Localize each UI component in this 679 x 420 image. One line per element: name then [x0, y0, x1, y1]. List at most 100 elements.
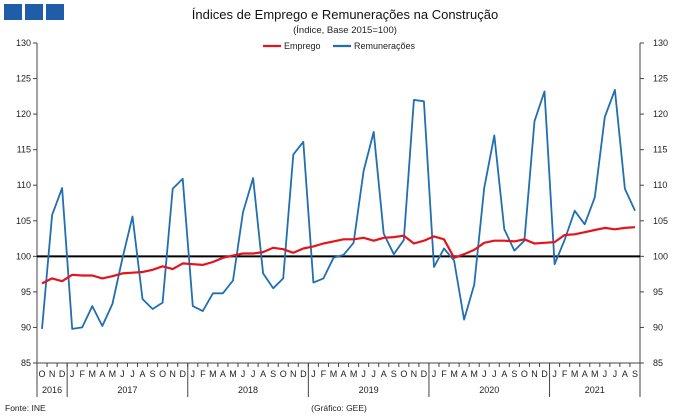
x-year-label: 2020	[479, 385, 499, 395]
x-month-label: M	[330, 369, 338, 379]
x-month-label: J	[552, 369, 557, 379]
chart-title: Índices de Emprego e Remunerações na Con…	[192, 7, 498, 22]
logo-block-2	[25, 4, 43, 20]
x-month-label: D	[541, 369, 548, 379]
x-month-label: J	[482, 369, 487, 379]
x-month-label: A	[461, 369, 467, 379]
x-month-label: O	[159, 369, 166, 379]
y-tick-label-right: 110	[653, 180, 667, 190]
x-month-label: M	[350, 369, 358, 379]
y-tick-label-right: 95	[653, 287, 663, 297]
y-tick-label-left: 130	[16, 38, 31, 48]
series-line-remuneracoes	[41, 89, 636, 330]
x-month-label: O	[39, 369, 46, 379]
x-year-label: 2018	[238, 385, 258, 395]
x-month-label: N	[169, 369, 176, 379]
x-month-label: F	[79, 369, 85, 379]
x-month-label: S	[632, 369, 638, 379]
x-month-label: A	[140, 369, 146, 379]
x-month-label: A	[622, 369, 628, 379]
y-tick-label-left: 105	[16, 216, 31, 226]
x-month-label: N	[290, 369, 297, 379]
x-month-label: S	[150, 369, 156, 379]
x-month-label: J	[251, 369, 256, 379]
x-year-label: 2019	[359, 385, 379, 395]
y-tick-label-right: 130	[653, 38, 668, 48]
x-month-label: N	[411, 369, 418, 379]
y-tick-label-right: 105	[653, 216, 668, 226]
x-month-label: O	[521, 369, 528, 379]
y-tick-label-left: 120	[16, 109, 31, 119]
footer-credit: (Gráfico: GEE)	[311, 403, 367, 413]
y-tick-label-left: 115	[17, 145, 31, 155]
x-month-label: N	[49, 369, 56, 379]
x-month-label: S	[511, 369, 517, 379]
y-tick-label-right: 85	[653, 358, 663, 368]
x-month-label: A	[341, 369, 347, 379]
y-tick-label-right: 115	[653, 145, 667, 155]
y-tick-label-right: 125	[653, 74, 668, 84]
x-month-label: M	[591, 369, 599, 379]
y-tick-label-left: 110	[17, 180, 31, 190]
x-month-label: M	[89, 369, 97, 379]
x-month-label: F	[200, 369, 206, 379]
x-month-label: S	[270, 369, 276, 379]
legend-label-remuneracoes: Remunerações	[354, 41, 416, 51]
y-tick-label-left: 125	[16, 74, 31, 84]
plot-area: 85 85 90 90 95 95 100 100 105 105 110 110 115 115 120 1…	[16, 38, 668, 397]
x-month-label: M	[450, 369, 458, 379]
x-month-label: D	[300, 369, 307, 379]
y-tick-label-left: 95	[21, 287, 31, 297]
x-month-label: J	[613, 369, 618, 379]
footer-source: Fonte: INE	[5, 403, 46, 413]
x-month-label: J	[130, 369, 135, 379]
x-month-label: J	[432, 369, 437, 379]
logo-block-1	[4, 4, 22, 20]
x-month-label: F	[321, 369, 327, 379]
x-month-label: M	[109, 369, 117, 379]
x-month-label: M	[209, 369, 217, 379]
y-tick-label-left: 85	[21, 358, 31, 368]
x-month-label: O	[400, 369, 407, 379]
x-month-label: A	[381, 369, 387, 379]
x-month-label: A	[99, 369, 105, 379]
x-month-label: M	[470, 369, 478, 379]
chart-subtitle: (Índice, Base 2015=100)	[293, 25, 397, 36]
x-month-label: D	[421, 369, 428, 379]
x-year-label: 2016	[42, 385, 62, 395]
x-month-label: F	[441, 369, 447, 379]
y-tick-label-left: 100	[16, 251, 31, 261]
gee-logo	[4, 4, 64, 20]
x-month-label: J	[492, 369, 497, 379]
x-month-label: A	[220, 369, 226, 379]
x-month-label: A	[582, 369, 588, 379]
x-month-label: M	[571, 369, 579, 379]
x-year-label: 2021	[585, 385, 605, 395]
x-month-label: S	[391, 369, 397, 379]
series-line-emprego	[41, 226, 636, 285]
x-month-label: M	[229, 369, 237, 379]
legend-label-emprego: Emprego	[284, 41, 321, 51]
x-month-label: A	[501, 369, 507, 379]
x-month-label: A	[260, 369, 266, 379]
x-month-label: J	[371, 369, 376, 379]
x-month-label: O	[280, 369, 287, 379]
y-tick-label-right: 100	[653, 251, 668, 261]
logo-block-3	[46, 4, 64, 20]
x-month-label: J	[191, 369, 196, 379]
y-tick-label-right: 120	[653, 109, 668, 119]
x-month-label: J	[120, 369, 125, 379]
y-tick-label-right: 90	[653, 322, 663, 332]
legend: Emprego Remunerações	[263, 41, 416, 51]
x-month-label: J	[603, 369, 608, 379]
x-year-label: 2017	[117, 385, 137, 395]
x-month-label: N	[531, 369, 538, 379]
x-month-label: D	[179, 369, 186, 379]
x-month-label: J	[361, 369, 366, 379]
x-month-label: F	[562, 369, 568, 379]
x-month-label: J	[70, 369, 75, 379]
x-month-label: D	[59, 369, 66, 379]
x-month-label: J	[241, 369, 246, 379]
y-tick-label-left: 90	[21, 322, 31, 332]
